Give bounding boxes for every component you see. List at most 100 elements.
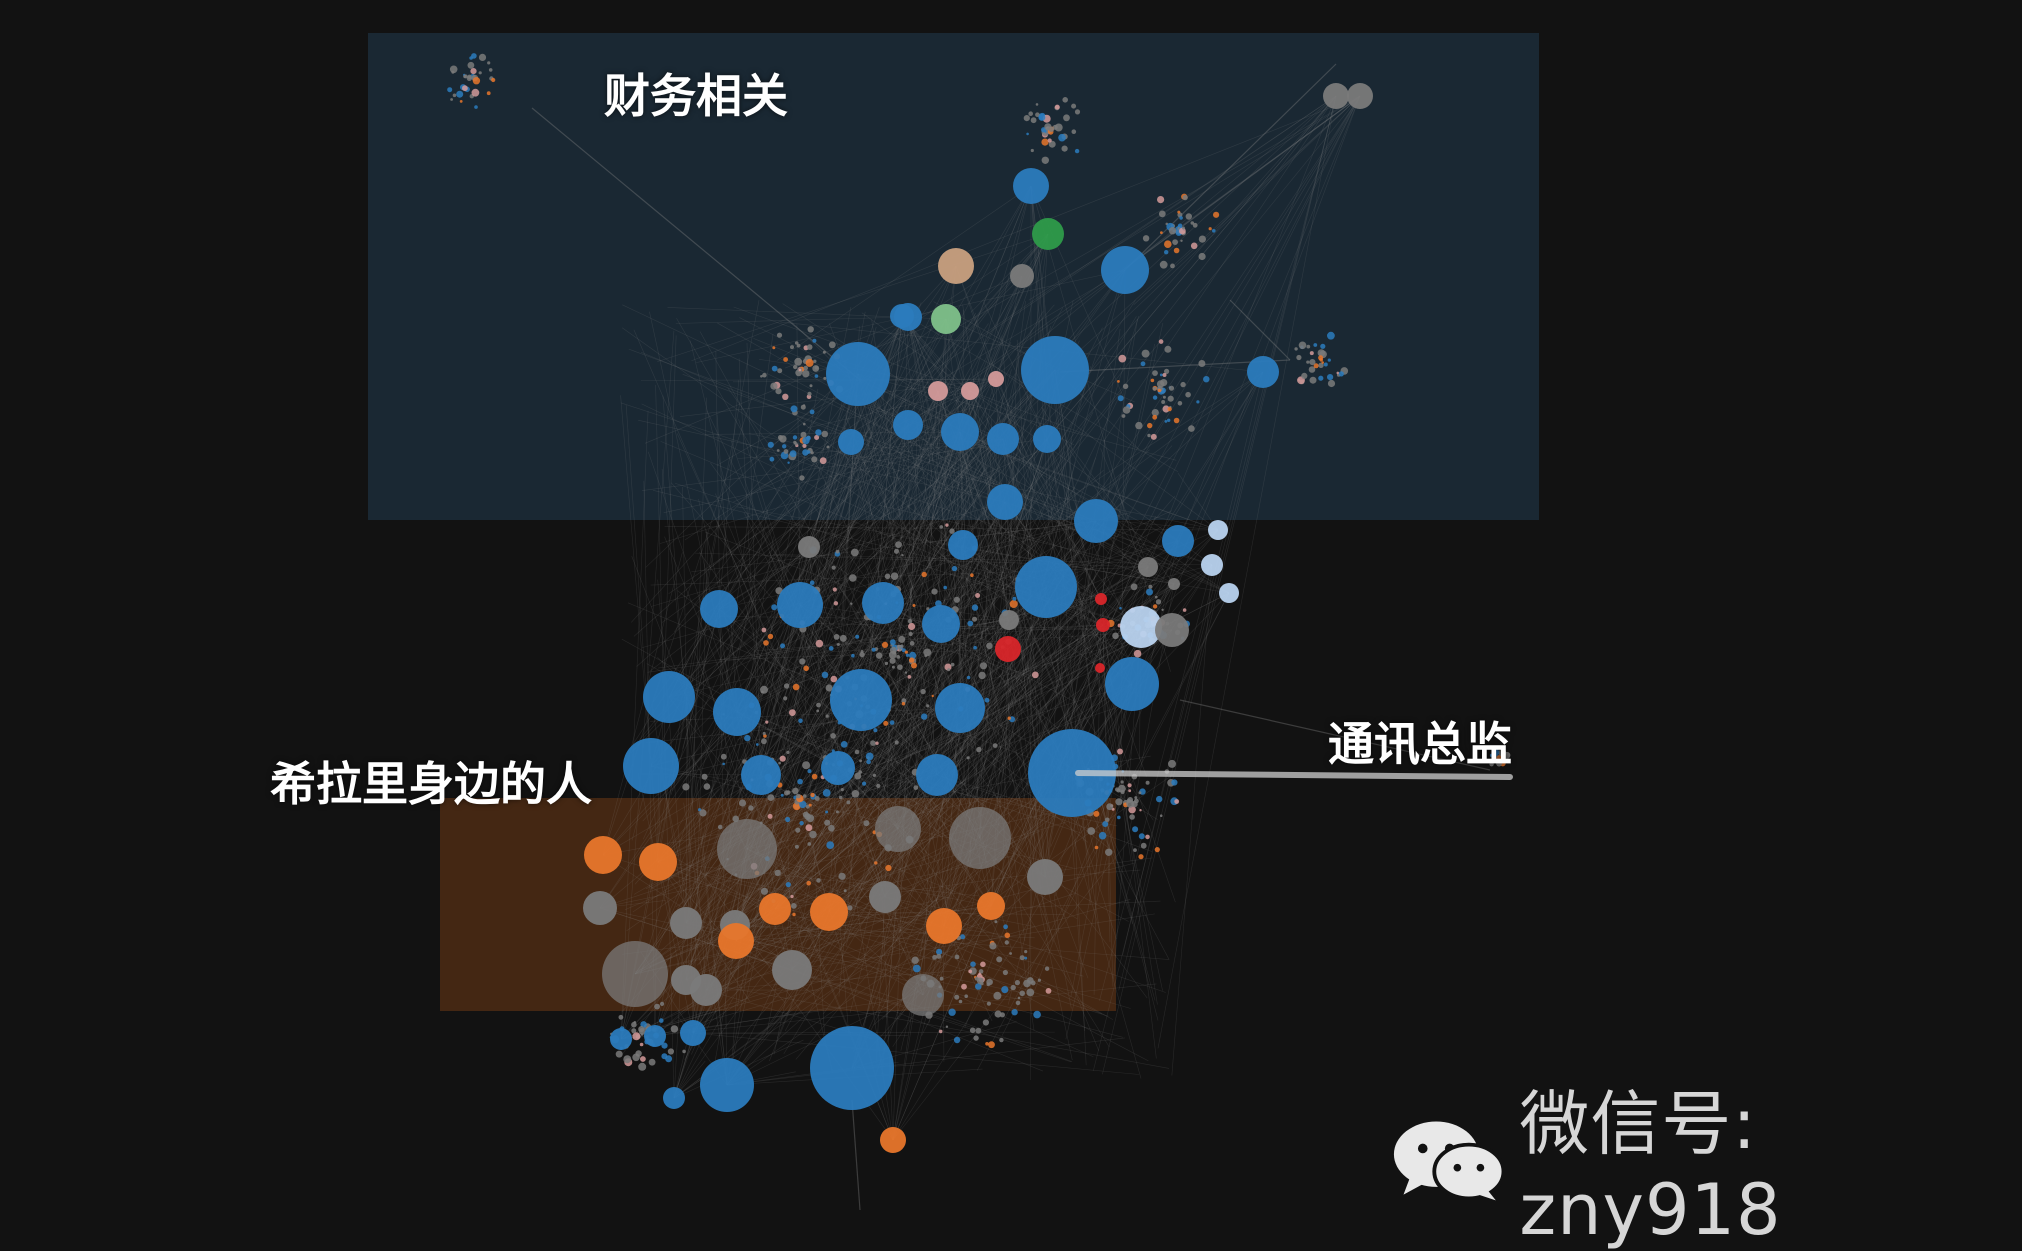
small-node [447,87,452,92]
small-node [1178,401,1183,406]
small-node [802,437,809,444]
small-node [823,789,831,797]
small-node [954,1037,960,1043]
small-node [702,774,708,780]
small-node [1024,957,1027,960]
node [826,342,890,406]
small-node [1296,355,1301,360]
small-node [1172,239,1178,245]
small-node [799,658,805,664]
small-node [985,1042,989,1046]
small-node [777,368,782,373]
small-node [1164,240,1172,248]
small-node [1139,833,1145,839]
node [938,248,974,284]
small-node [638,1063,646,1071]
small-node [780,756,786,762]
node [999,610,1019,630]
node [931,304,961,334]
small-node [1174,248,1180,254]
node [995,636,1021,662]
small-node [803,366,808,371]
small-node [908,619,912,623]
small-node [1168,396,1174,402]
small-node [980,662,987,669]
small-node [793,441,796,444]
small-node [972,604,978,610]
small-node [1339,371,1344,376]
small-node [671,1025,678,1032]
small-node [1165,420,1168,423]
small-node [1117,816,1121,820]
small-node [939,1030,943,1034]
small-node [1174,799,1179,804]
small-node [866,760,871,765]
small-node [803,794,807,798]
small-node [815,429,821,435]
small-node [748,805,753,810]
small-node [847,905,852,910]
small-node [999,1038,1003,1042]
small-node [846,800,850,804]
small-node [851,549,859,557]
small-node [837,643,840,646]
small-node [1185,392,1191,398]
small-node [983,1019,989,1025]
small-node [943,586,947,590]
small-node [1159,211,1166,218]
small-node [777,449,780,452]
small-node [913,965,921,973]
small-node [985,698,990,703]
node [977,892,1005,920]
small-node [975,593,980,598]
small-node [718,825,723,830]
small-node [967,756,970,759]
small-node [1018,997,1021,1000]
small-node [874,861,877,864]
small-node [1038,114,1045,121]
small-node [1019,991,1025,997]
small-node [812,365,819,372]
node [941,413,979,451]
node [584,836,622,874]
node [670,907,702,939]
small-node [807,344,813,350]
small-node [892,666,895,669]
small-node [1049,127,1054,132]
small-node [797,344,801,348]
small-node [945,523,948,526]
small-node [876,784,880,788]
comms-director-label: 通讯总监 [1328,708,1512,774]
small-node [1046,988,1052,994]
small-node [986,979,993,986]
small-node [996,956,1002,962]
small-node [1118,785,1126,793]
node [830,669,892,731]
node [663,1087,685,1109]
small-node [926,704,929,707]
small-node [1024,115,1030,121]
small-node [790,895,793,898]
small-node [885,662,888,665]
node [1033,425,1061,453]
small-node [1161,400,1165,404]
small-node [840,635,847,642]
small-node [802,370,809,377]
small-node [1115,787,1119,791]
small-node [744,735,750,741]
watermark-text: 微信号: zny918 [1519,1068,2022,1251]
small-node [780,643,785,648]
small-node [906,654,909,657]
small-node [955,955,960,960]
node [610,1028,632,1050]
small-node [1170,264,1175,269]
small-node [798,719,803,724]
node [1096,618,1110,632]
small-node [1153,387,1157,391]
small-node [858,770,862,774]
small-node [911,663,917,669]
small-node [841,741,848,748]
small-node [902,702,905,705]
small-node [1045,967,1049,971]
small-node [823,377,826,380]
